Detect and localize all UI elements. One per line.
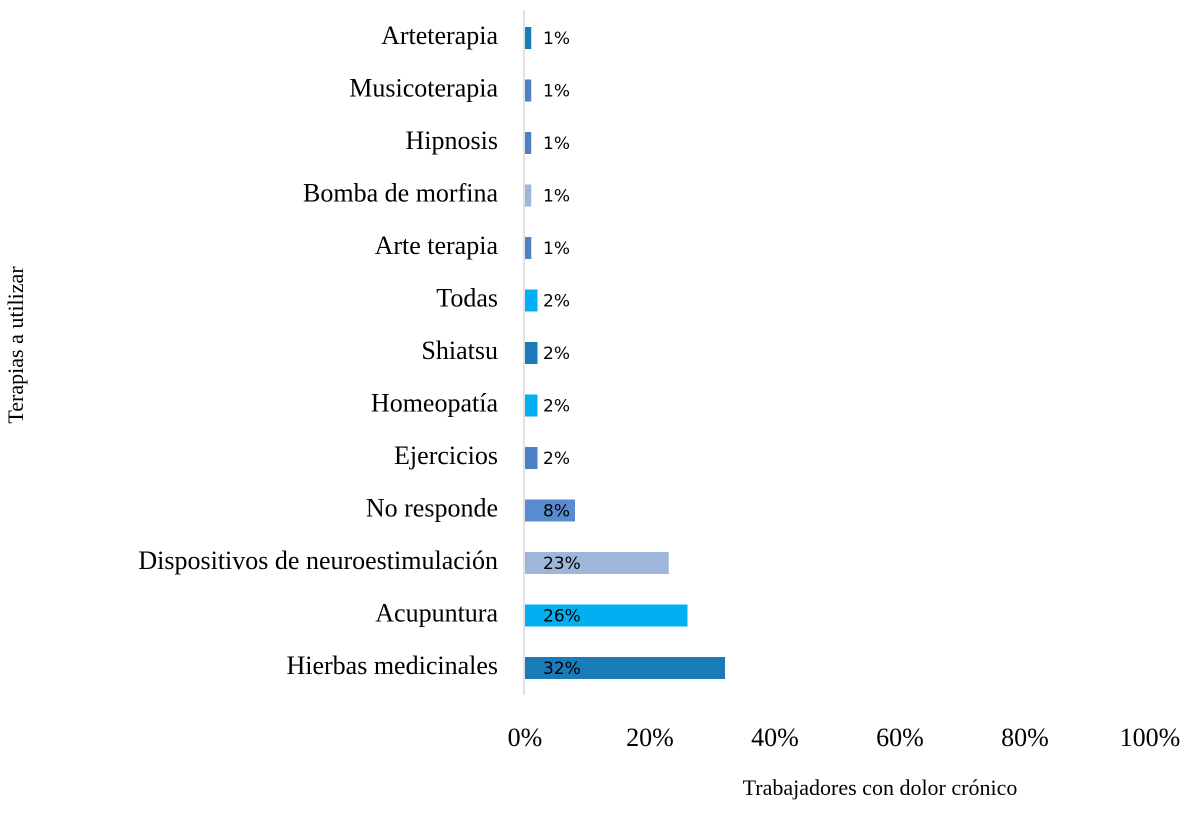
data-label: 2%	[543, 449, 570, 469]
bar	[525, 237, 532, 259]
bar	[525, 552, 669, 574]
y-tick-label: Musicoterapia	[349, 73, 498, 102]
data-label: 32%	[543, 659, 581, 679]
bar	[525, 132, 532, 154]
y-tick-label: Arte terapia	[375, 231, 499, 260]
x-tick-label: 100%	[1120, 723, 1181, 752]
bar	[525, 394, 538, 417]
bar	[525, 499, 575, 522]
x-tick-label: 20%	[626, 723, 674, 752]
y-tick-label: Hierbas medicinales	[286, 651, 498, 680]
y-tick-label: Hipnosis	[406, 126, 498, 155]
data-label: 1%	[543, 134, 570, 154]
y-tick-label: Homeopatía	[371, 388, 499, 417]
y-tick-label: Dispositivos de neuroestimulación	[138, 546, 498, 575]
y-tick-label: Todas	[436, 283, 498, 312]
bar	[525, 342, 538, 364]
data-label: 1%	[543, 239, 570, 259]
bar	[525, 79, 532, 102]
bar	[525, 289, 538, 312]
bar	[525, 27, 532, 49]
x-tick-label: 0%	[508, 723, 543, 752]
y-tick-label: Acupuntura	[375, 598, 498, 627]
y-tick-label: Ejercicios	[394, 441, 498, 470]
x-tick-label: 40%	[751, 723, 799, 752]
bar	[525, 447, 538, 469]
data-label: 2%	[543, 397, 570, 417]
x-axis-label: Trabajadores con dolor crónico	[743, 775, 1018, 800]
y-tick-label: Bomba de morfina	[303, 178, 498, 207]
bar	[525, 604, 688, 627]
data-label: 23%	[543, 554, 581, 574]
bar	[525, 657, 725, 679]
data-label: 1%	[543, 82, 570, 102]
x-tick-label: 60%	[876, 723, 924, 752]
data-label: 26%	[543, 607, 581, 627]
y-tick-label: Shiatsu	[421, 336, 498, 365]
data-label: 8%	[543, 502, 570, 522]
data-label: 1%	[543, 187, 570, 207]
y-tick-label: Arteterapia	[381, 21, 498, 50]
data-label: 2%	[543, 344, 570, 364]
bar	[525, 184, 532, 207]
y-tick-label: No responde	[366, 493, 498, 522]
y-axis-label: Terapias a utilizar	[3, 266, 28, 424]
data-label: 2%	[543, 292, 570, 312]
data-label: 1%	[543, 29, 570, 49]
x-tick-label: 80%	[1001, 723, 1049, 752]
